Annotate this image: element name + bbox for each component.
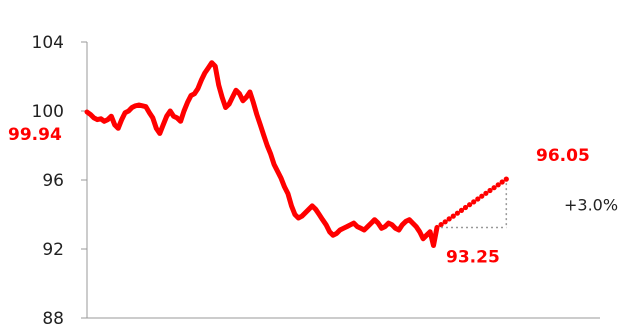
start-value-label: 99.94 — [8, 125, 62, 145]
y-tick-label-group: 88 92 96 100 104 — [32, 33, 64, 329]
projection-dot — [467, 202, 473, 208]
y-tick-label: 92 — [42, 240, 64, 260]
current-value-label: 93.25 — [446, 247, 500, 267]
projection-series — [438, 176, 509, 228]
projection-dot — [471, 199, 477, 205]
projection-dot — [491, 185, 497, 191]
projected-value-label: 96.05 — [536, 146, 590, 166]
projection-dot — [446, 216, 452, 222]
price-series-line — [84, 60, 440, 248]
projection-dot — [479, 193, 485, 199]
projection-dot — [487, 187, 493, 194]
projection-dot — [495, 182, 501, 188]
change-bracket — [441, 183, 508, 229]
projection-dot — [475, 196, 481, 202]
projection-dot — [462, 204, 469, 211]
projection-dot — [458, 207, 465, 213]
y-tick-label: 88 — [42, 309, 64, 329]
projection-dot — [450, 213, 456, 219]
projection-dot — [454, 210, 460, 216]
y-tick-group — [81, 41, 87, 319]
y-tick-label: 104 — [32, 33, 64, 53]
projection-dot — [438, 222, 444, 228]
y-tick-label: 96 — [42, 171, 64, 191]
projection-dot — [503, 176, 509, 182]
change-percent-label: +3.0% — [564, 195, 618, 214]
projection-dot — [442, 219, 448, 225]
projection-dot — [483, 190, 489, 196]
projection-dot — [499, 179, 505, 185]
y-tick-label: 100 — [32, 102, 64, 122]
